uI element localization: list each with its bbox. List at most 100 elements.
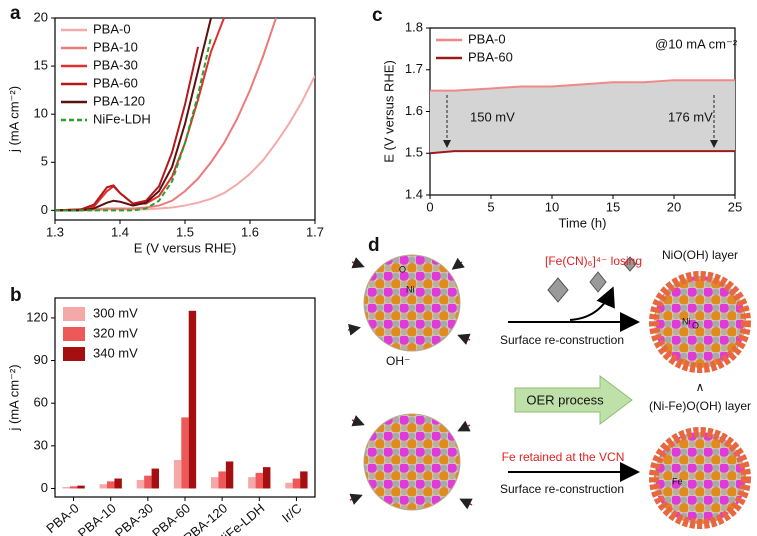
x-tick-label: Ir/C [279,500,305,525]
loss-label: [Fe(CN)₆]⁴⁻ losing [545,254,642,268]
legend-label: PBA-60 [468,49,513,64]
x-tick-label: 10 [545,199,559,214]
panel-letter: a [10,3,21,24]
atom-label: Fe [672,476,683,486]
bar [225,461,234,489]
y-tick-label: 10 [34,106,48,121]
lattice-circle [363,413,461,511]
bar [285,482,293,489]
bar [144,475,152,489]
legend-label: PBA-30 [93,57,138,72]
bar [248,477,256,489]
x-axis-title: Time (h) [559,215,607,230]
x-tick-label: 1.4 [111,224,129,239]
legend-swatch [63,347,85,361]
bar [300,471,308,489]
complex-icons [547,256,637,303]
y-axis-title: j (mA cm⁻²) [6,364,21,431]
x-tick-label: 1.5 [176,224,194,239]
legend-label: PBA-0 [468,31,506,46]
legend-label: NiFe-LDH [93,111,151,126]
bar [151,468,159,489]
bar [211,477,219,489]
y-tick-label: 5 [41,154,48,169]
series-line [430,79,735,92]
y-tick-label: 1.5 [405,145,423,160]
series-line [430,150,735,155]
bar [69,486,78,489]
lattice-circle [363,254,461,352]
y-tick-label: 0 [41,202,48,217]
y-axis-title: E (V versus RHE) [381,60,396,163]
reconstructed-circle [649,271,751,373]
x-tick-label: 5 [487,199,494,214]
atom-label: O [399,264,406,274]
reconstructed-circle [649,427,751,529]
diagram-panel: d [Fe(CN)₆]⁴⁻ losing NiO(OH) layer Surfa… [347,235,751,529]
bar [77,485,85,489]
panel-letter: d [368,235,380,256]
legend-swatch [63,307,85,321]
x-tick-label: 20 [667,199,681,214]
atom-label: Ni [406,284,415,294]
series-line [55,46,199,212]
layer-label: (Ni-Fe)O(OH) layer [649,399,751,413]
y-tick-label: 90 [34,352,48,367]
bar [114,478,122,489]
x-tick-label: 1.3 [46,224,64,239]
x-tick-label: 25 [728,199,742,214]
y-tick-label: 30 [34,437,48,452]
atom-label: O [692,320,699,330]
bar [255,472,263,489]
y-tick-label: 0 [41,480,48,495]
process-arrow [514,375,633,425]
y-tick-label: 1.6 [405,103,423,118]
y-tick-label: 1.7 [405,61,423,76]
x-tick-label: 15 [606,199,620,214]
step-label: Surface re-construction [500,333,624,347]
y-tick-label: 60 [34,395,48,410]
x-tick-label: 1.7 [306,224,324,239]
annotation: 150 mV [470,109,515,124]
bar [263,467,271,489]
y-tick-label: 20 [34,9,48,24]
step-label: Surface re-construction [500,482,624,496]
panel-letter: c [372,5,383,26]
annotation: @10 mA cm⁻² [655,36,738,51]
series-line [55,18,277,212]
band-fill [430,80,735,154]
hydroxide-label: OH⁻ [386,354,410,368]
y-axis-title: j (mA cm⁻²) [6,86,21,153]
bar [99,484,107,489]
legend-label: 340 mV [93,345,138,360]
x-axis-title: E (V versus RHE) [134,240,237,255]
series-line [55,18,212,212]
bar [62,487,70,489]
bar [136,479,145,489]
legend-label: PBA-10 [93,39,138,54]
retained-label: Fe retained at the VCN [502,450,625,464]
bar [292,478,301,489]
bar [107,481,115,489]
atom-label: Ni [682,316,691,326]
loss-arrow [569,286,615,321]
hydroxide-arrows [347,257,473,510]
panel-letter: b [10,285,22,306]
bar [188,310,197,489]
bar [181,417,189,489]
legend-swatch [63,327,85,341]
annotation: 176 mV [668,109,713,124]
y-tick-label: 120 [26,309,48,324]
legend-label: PBA-120 [93,93,145,108]
bar [218,471,226,489]
series-line [55,37,212,212]
legend-label: PBA-0 [93,21,131,36]
process-label: OER process [526,392,604,407]
y-tick-label: 15 [34,58,48,73]
legend-label: 300 mV [93,305,138,320]
legend-label: 320 mV [93,325,138,340]
x-tick-label: 1.6 [241,224,259,239]
y-tick-label: 1.4 [405,186,423,201]
